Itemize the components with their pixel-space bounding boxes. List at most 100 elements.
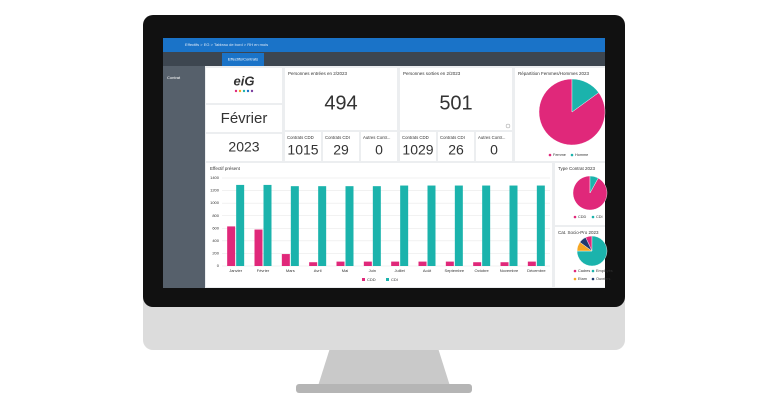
kpi-label: Autres Contr... [363, 135, 390, 140]
bar [281, 254, 290, 266]
x-tick-label: Mai [342, 268, 349, 273]
legend-swatch [591, 277, 595, 281]
chart-title: Cat. Socio-Pro 2023 [558, 230, 599, 235]
legend-label: Homme [575, 153, 588, 157]
y-tick-label: 200 [212, 250, 219, 255]
logo-dot [250, 89, 254, 93]
year: 2023 [228, 139, 259, 155]
card [206, 68, 282, 103]
bar [391, 261, 400, 266]
monitor-neck [318, 348, 450, 386]
x-tick-label: Décembre [527, 268, 546, 273]
bar [309, 262, 318, 266]
month: Février [221, 110, 268, 127]
legend-swatch [591, 269, 595, 273]
bar [372, 186, 381, 266]
y-tick-label: 1200 [210, 188, 220, 193]
y-tick-label: 1000 [210, 200, 220, 205]
bar [227, 226, 236, 266]
chart-title: Type Contrat 2023 [558, 166, 596, 171]
bar [290, 186, 299, 266]
x-tick-label: Février [257, 268, 270, 273]
kpi-value: 494 [324, 92, 357, 114]
card [323, 132, 359, 161]
legend-label: CDI [596, 215, 603, 219]
card [361, 132, 397, 161]
x-tick-label: Juillet [395, 268, 406, 273]
card [206, 105, 282, 132]
logo-dot [242, 89, 246, 93]
legend-swatch [362, 278, 365, 281]
x-tick-label: Novembre [500, 268, 519, 273]
bar [500, 262, 509, 266]
info-icon [505, 123, 511, 129]
kpi-label: Contrats CDI [440, 135, 465, 140]
bar [445, 261, 454, 266]
logo: eiG [234, 73, 255, 88]
card [476, 132, 512, 161]
legend-swatch [573, 277, 577, 281]
kpi-value: 1015 [287, 142, 318, 158]
bar [473, 262, 482, 266]
bar [318, 186, 327, 266]
kpi-value: 0 [490, 142, 498, 158]
breadcrumb[interactable]: Effectifs > EG > Tableau de bord > RH en… [185, 42, 268, 47]
bar [336, 261, 345, 266]
bar [363, 261, 372, 266]
kpi-label: Personnes entrées en 2/2023 [288, 71, 348, 76]
kpi-value: 501 [439, 92, 472, 114]
kpi-label: Personnes sorties en 2/2023 [403, 71, 461, 76]
legend-swatch [591, 215, 595, 219]
pie-slice [589, 175, 599, 194]
y-tick-label: 800 [212, 213, 219, 218]
card [285, 132, 321, 161]
legend-swatch [573, 215, 577, 219]
pie-slice [576, 235, 608, 267]
tab-label[interactable]: Effectifs/Contrats [228, 57, 258, 62]
tab-active[interactable] [222, 53, 264, 66]
kpi-label: Autres Contr... [478, 135, 505, 140]
bar [418, 261, 427, 266]
kpi-value: 26 [448, 142, 464, 158]
legend-label: Femme [553, 153, 566, 157]
legend-label: CDI [391, 277, 398, 282]
bar [263, 184, 272, 266]
sidebar [163, 66, 205, 288]
legend-swatch [570, 153, 574, 157]
card [400, 132, 436, 161]
kpi-label: Contrats CDD [402, 135, 429, 140]
sidebar-item[interactable]: Contrat [167, 75, 181, 80]
card [206, 134, 282, 161]
legend-swatch [386, 278, 389, 281]
x-tick-label: Mars [286, 268, 295, 273]
legend-label: Employés [596, 269, 613, 273]
chart-title: Effectif présent [210, 166, 241, 171]
top-bar [163, 38, 605, 52]
bar [427, 185, 436, 266]
bar [527, 261, 536, 266]
card [400, 68, 512, 130]
x-tick-label: Juin [369, 268, 376, 273]
card [285, 68, 397, 130]
chart-title: Répartition Femmes/Hommes 2023 [518, 71, 590, 76]
legend-label: Ouvriers [596, 277, 610, 281]
bar [482, 185, 491, 266]
x-tick-label: Octobre [475, 268, 490, 273]
monitor-base [296, 384, 472, 393]
kpi-label: Contrats CDI [325, 135, 350, 140]
bar [509, 185, 518, 266]
bar [536, 185, 545, 266]
pie-slice [571, 78, 599, 113]
y-tick-label: 0 [217, 263, 220, 268]
bar [345, 186, 354, 266]
pie-slice [579, 237, 593, 252]
y-tick-label: 600 [212, 225, 219, 230]
legend-label: CDD [367, 277, 376, 282]
card [438, 132, 474, 161]
legend-label: CDD [578, 215, 586, 219]
y-tick-label: 1400 [210, 175, 220, 180]
legend-swatch [573, 269, 577, 273]
tab-bar [163, 52, 605, 66]
